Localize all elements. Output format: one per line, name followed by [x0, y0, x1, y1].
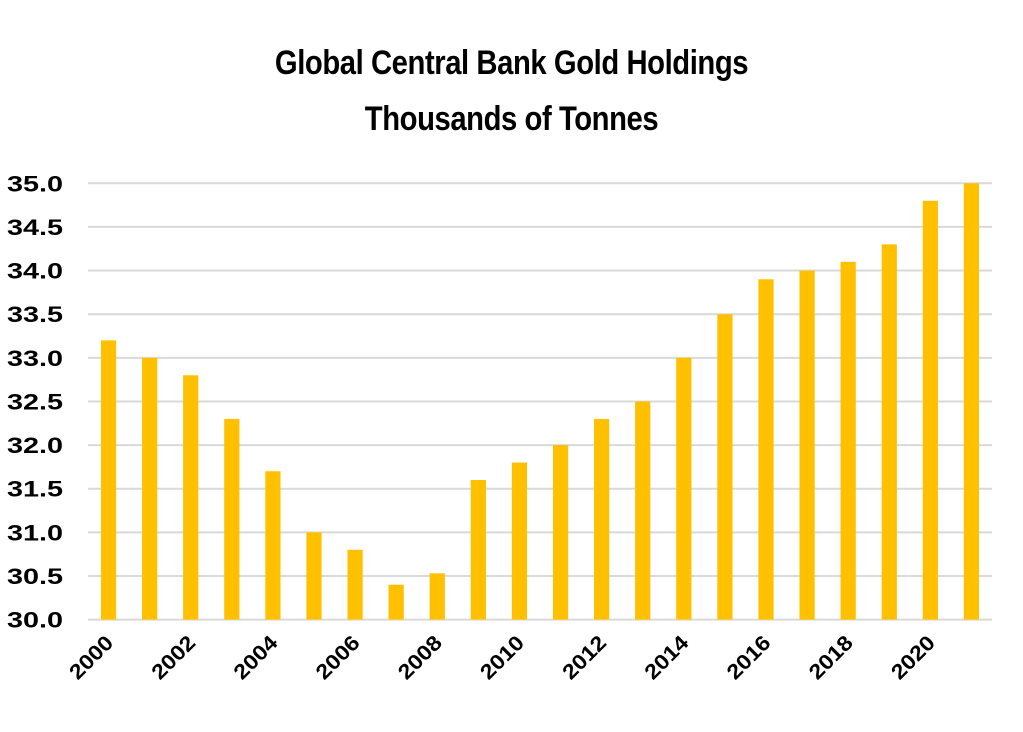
- x-tick-label: 2002: [147, 631, 200, 684]
- bar-2009: [470, 479, 486, 620]
- y-tick-label: 30.0: [7, 608, 63, 633]
- bar-2006: [347, 549, 363, 620]
- bar-2014: [676, 357, 692, 620]
- chart-subtitle: Thousands of Tonnes: [364, 100, 659, 138]
- x-tick-label: 2018: [805, 631, 858, 684]
- bar-2015: [717, 314, 733, 620]
- y-tick-label: 34.5: [7, 215, 63, 240]
- bar-2001: [142, 357, 158, 620]
- x-tick-label: 2014: [640, 631, 693, 684]
- x-tick-label: 2006: [312, 631, 365, 684]
- y-tick-label: 35.0: [7, 171, 63, 196]
- bar-2003: [224, 418, 240, 620]
- bar-2010: [511, 462, 528, 620]
- x-axis-tick-labels: 2000 2002 2004 2006 2008 2010 2012 2014 2016 2018…: [65, 631, 940, 684]
- y-tick-label: 33.5: [7, 302, 63, 327]
- y-tick-label: 33.0: [7, 346, 63, 371]
- bar-2013: [635, 401, 651, 620]
- bar-2016: [758, 279, 774, 620]
- x-tick-label: 2000: [65, 631, 118, 684]
- x-tick-label: 2004: [229, 631, 282, 684]
- bar-2019: [881, 244, 897, 620]
- bar-2004: [265, 471, 281, 620]
- bar-2005: [306, 532, 322, 620]
- bar-2020: [922, 200, 938, 620]
- y-tick-label: 31.0: [7, 520, 63, 545]
- y-tick-label: 32.0: [7, 433, 63, 458]
- x-tick-label: 2020: [887, 631, 940, 684]
- y-tick-label: 30.5: [7, 564, 63, 589]
- y-tick-label: 34.0: [7, 259, 63, 284]
- bar-2021: [963, 183, 980, 620]
- chart-title: Global Central Bank Gold Holdings: [274, 44, 749, 82]
- bars: [100, 183, 980, 620]
- x-tick-label: 2012: [558, 631, 611, 684]
- y-axis-tick-labels: 30.0 30.5 31.0 31.5 32.0 32.5 33.0 33.5 34.0 34.5…: [7, 171, 63, 632]
- y-tick-label: 32.5: [7, 389, 63, 414]
- bar-2018: [840, 261, 856, 620]
- bar-2002: [183, 375, 199, 620]
- bar-2008: [429, 573, 445, 620]
- x-tick-label: 2010: [476, 631, 529, 684]
- bar-2017: [799, 270, 815, 620]
- gridlines: [88, 182, 992, 621]
- bar-2007: [388, 584, 404, 620]
- bar-2011: [552, 445, 569, 620]
- bar-2000: [100, 340, 117, 620]
- x-tick-label: 2016: [723, 631, 776, 684]
- x-tick-label: 2008: [394, 631, 447, 684]
- bar-2012: [594, 418, 610, 620]
- y-tick-label: 31.5: [7, 477, 63, 502]
